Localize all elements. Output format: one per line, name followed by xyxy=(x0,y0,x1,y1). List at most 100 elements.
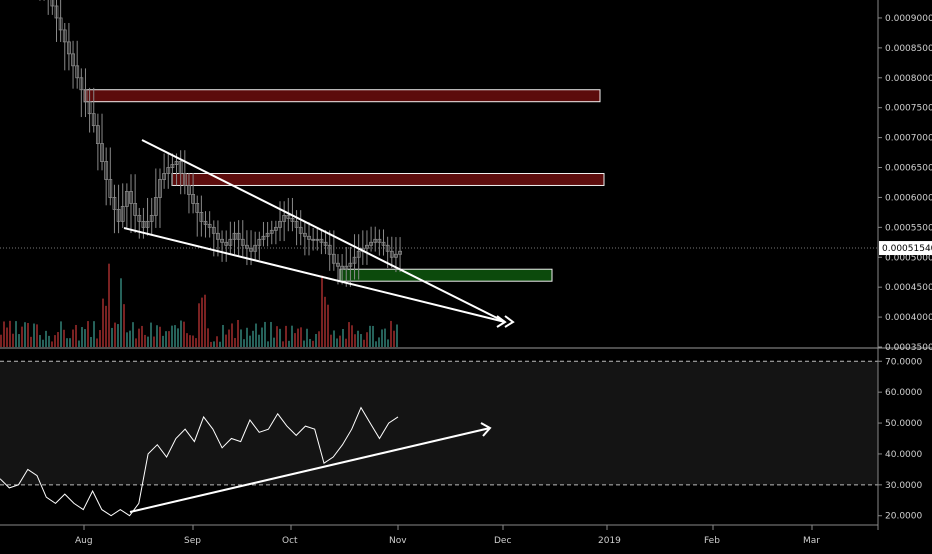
candle-body xyxy=(236,232,241,240)
rsi-tick-label: 20.0000 xyxy=(885,512,922,522)
volume-bar xyxy=(315,334,317,347)
candle-body xyxy=(87,101,92,115)
candle-body xyxy=(141,220,146,228)
volume-bar xyxy=(288,340,290,347)
time-tick-label: Oct xyxy=(282,536,298,546)
volume-bar xyxy=(159,326,161,347)
candle-body xyxy=(95,125,100,144)
candle-body xyxy=(112,197,117,210)
volume-bar xyxy=(366,332,368,347)
candle-body xyxy=(124,191,129,207)
candle-body xyxy=(207,223,212,228)
volume-bar xyxy=(144,334,146,347)
time-tick-label: Nov xyxy=(389,536,407,546)
rsi-tick-label: 40.0000 xyxy=(885,450,922,460)
candle-body xyxy=(290,217,295,222)
candle-body xyxy=(294,220,299,228)
candle-body xyxy=(220,238,224,243)
volume-bar xyxy=(42,339,44,347)
volume-bar xyxy=(54,335,56,347)
volume-bar xyxy=(36,324,38,347)
candle-body xyxy=(191,194,195,204)
volume-bar xyxy=(195,338,197,347)
candle-body xyxy=(149,214,154,222)
price-pane xyxy=(39,0,605,287)
candle-body xyxy=(199,211,204,222)
volume-bar xyxy=(213,341,215,347)
rsi-tick-label: 60.0000 xyxy=(885,388,922,398)
support-zone xyxy=(339,268,553,282)
volume-bar xyxy=(216,336,218,347)
candle-body xyxy=(162,173,167,180)
candle-body xyxy=(83,89,88,103)
volume-bar xyxy=(192,335,194,347)
candle-body xyxy=(323,241,328,246)
volume-bar xyxy=(81,327,83,347)
volume-bar xyxy=(51,341,53,347)
volume-bar xyxy=(3,321,5,347)
candle-body xyxy=(91,113,96,127)
candle-body xyxy=(331,253,336,264)
candle-body xyxy=(265,232,270,237)
volume-bar xyxy=(285,325,287,347)
candle-body xyxy=(170,164,175,168)
candle-body xyxy=(257,238,262,246)
candle-body xyxy=(286,214,291,219)
rsi-line xyxy=(0,406,399,517)
volume-bar xyxy=(135,338,137,347)
candle-body xyxy=(211,226,216,234)
candle-body xyxy=(298,226,303,234)
volume-bar xyxy=(264,321,266,347)
time-tick-label: Dec xyxy=(494,536,511,546)
last-price-box xyxy=(879,241,932,256)
volume-bar xyxy=(171,325,173,347)
volume-bar xyxy=(228,329,230,347)
candle-body xyxy=(182,173,187,186)
candle-body xyxy=(307,235,311,240)
volume-bar xyxy=(357,330,359,347)
volume-bar xyxy=(309,338,311,347)
volume-bar xyxy=(243,339,245,347)
candle-body xyxy=(278,220,282,228)
wedge-lower-line xyxy=(123,227,506,323)
candle-body xyxy=(71,53,75,67)
candle-body xyxy=(344,265,349,270)
volume-bar xyxy=(126,332,128,347)
volume-bar xyxy=(78,340,80,347)
volume-bar xyxy=(324,296,326,347)
volume-bar xyxy=(66,338,68,347)
volume-bar xyxy=(183,321,185,347)
volume-bar xyxy=(63,329,65,347)
volume-bar xyxy=(96,338,98,347)
candle-body xyxy=(369,241,373,246)
candle-body xyxy=(174,161,179,165)
volume-bars xyxy=(0,263,398,347)
volume-bar xyxy=(15,321,17,347)
volume-bar xyxy=(75,324,77,347)
volume-bar xyxy=(45,330,47,347)
volume-bar xyxy=(99,330,101,347)
candle-body xyxy=(315,238,320,241)
volume-bar xyxy=(210,341,212,347)
volume-bar xyxy=(390,320,392,347)
volume-bar xyxy=(33,323,35,347)
last-price-label: 0.00051540 xyxy=(882,244,932,254)
candle-body xyxy=(311,238,316,241)
volume-bar xyxy=(117,324,119,347)
volume-bar xyxy=(246,327,248,347)
time-tick-label: Sep xyxy=(184,536,201,546)
rsi-tick-label: 70.0000 xyxy=(885,357,922,367)
volume-bar xyxy=(363,339,365,347)
volume-bar xyxy=(240,329,242,347)
volume-bar xyxy=(261,327,263,347)
volume-bar xyxy=(225,334,227,347)
volume-bar xyxy=(120,278,122,347)
candle-body xyxy=(232,232,237,240)
volume-bar xyxy=(12,333,14,347)
volume-bar xyxy=(87,321,89,347)
